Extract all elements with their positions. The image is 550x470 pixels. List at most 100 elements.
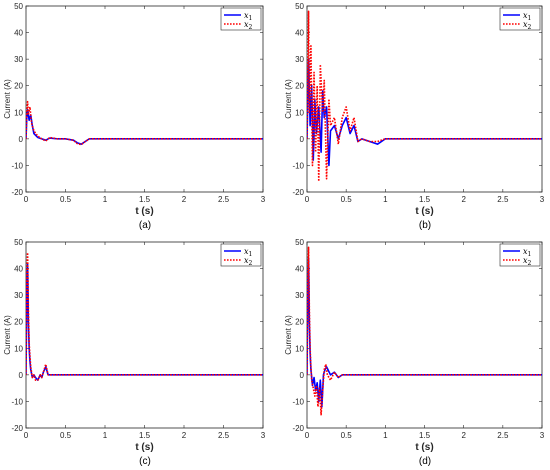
legend-box [220, 243, 262, 267]
legend-box [499, 243, 541, 267]
legend-box [499, 7, 541, 31]
y-tick-label: -10 [292, 397, 304, 406]
x-tick-label: 0 [24, 195, 29, 204]
y-tick-label: 20 [295, 318, 304, 327]
x-tick-label: 0 [24, 431, 29, 440]
x-tick-label: 0.5 [60, 431, 72, 440]
y-axis-label: Current (A) [284, 79, 293, 119]
y-tick-label: 0 [300, 371, 305, 380]
x-tick-label: 0 [305, 195, 310, 204]
panel-caption: (a) [139, 220, 151, 231]
legend-label: x1 [244, 11, 252, 22]
y-tick-label: 10 [295, 108, 304, 117]
y-tick-label: -20 [11, 188, 23, 197]
y-tick-label: 30 [14, 55, 23, 64]
x-axis-label: t (s) [135, 206, 153, 217]
x-tick-label: 1 [103, 431, 108, 440]
x-tick-label: 2.5 [497, 431, 509, 440]
x-tick-label: 3 [261, 195, 266, 204]
legend-label: x1 [523, 247, 531, 258]
x-tick-label: 2 [182, 195, 187, 204]
x-axis-label: t (s) [135, 442, 153, 453]
y-tick-label: 20 [14, 82, 23, 91]
x-tick-label: 2 [461, 195, 466, 204]
chart-panel: 0 0.5 1 1.5 2 2.5 3 -20 -10 0 10 20 30 40 50 t (s) Curre… [284, 238, 545, 467]
x-tick-label: 3 [261, 431, 266, 440]
series-line-x2 [307, 10, 542, 183]
x-tick-label: 2.5 [218, 195, 230, 204]
y-tick-label: -20 [292, 188, 304, 197]
x-tick-label: 1 [103, 195, 108, 204]
x-tick-label: 2 [461, 431, 466, 440]
legend-label: x1 [244, 247, 252, 258]
x-tick-label: 2.5 [218, 431, 230, 440]
plot-area [306, 5, 543, 193]
y-tick-label: 10 [14, 108, 23, 117]
legend-label-subscript: 1 [528, 15, 532, 22]
x-axis-label: t (s) [415, 206, 433, 217]
plot-area [306, 241, 543, 429]
y-tick-label: -10 [11, 161, 23, 170]
y-tick-label: 0 [19, 135, 24, 144]
y-tick-label: 20 [295, 82, 304, 91]
y-tick-label: 50 [295, 238, 304, 247]
legend-label-subscript: 2 [249, 260, 253, 267]
x-tick-label: 1 [383, 195, 388, 204]
x-tick-label: 0.5 [60, 195, 72, 204]
legend-label-subscript: 2 [249, 24, 253, 31]
legend-label-subscript: 2 [528, 260, 532, 267]
y-tick-label: 50 [14, 238, 23, 247]
x-tick-label: 1.5 [419, 195, 431, 204]
y-tick-label: 40 [295, 29, 304, 38]
legend-label-base: x [523, 11, 528, 20]
legend-label-base: x [523, 247, 528, 256]
legend-label-subscript: 1 [249, 15, 253, 22]
legend-label: x1 [523, 11, 531, 22]
y-tick-label: 30 [14, 291, 23, 300]
y-tick-label: -20 [11, 424, 23, 433]
y-axis-label: Current (A) [284, 315, 293, 355]
legend-label-base: x [244, 11, 249, 20]
y-tick-label: 50 [295, 2, 304, 11]
x-tick-label: 0 [305, 431, 310, 440]
legend-label: x2 [244, 20, 253, 31]
legend-label-base: x [523, 20, 528, 29]
legend-label-base: x [244, 20, 249, 29]
panel-caption: (d) [419, 456, 431, 467]
y-tick-label: 10 [14, 344, 23, 353]
y-tick-label: 50 [14, 2, 23, 11]
legend-label-base: x [523, 256, 528, 265]
legend-label-subscript: 1 [249, 251, 253, 258]
x-tick-label: 1 [383, 431, 388, 440]
legend-label: x2 [523, 20, 532, 31]
legend-label: x2 [244, 256, 253, 267]
y-tick-label: -10 [11, 397, 23, 406]
y-tick-label: 20 [14, 318, 23, 327]
panel-caption: (b) [419, 220, 431, 231]
y-tick-label: 40 [14, 265, 23, 274]
y-tick-label: 10 [295, 344, 304, 353]
y-axis-label: Current (A) [3, 315, 12, 355]
y-tick-label: -20 [292, 424, 304, 433]
x-tick-label: 1.5 [419, 431, 431, 440]
legend-label-subscript: 2 [528, 24, 532, 31]
plot-area [25, 241, 264, 429]
x-tick-label: 3 [540, 195, 545, 204]
x-tick-label: 0.5 [341, 431, 353, 440]
panel-caption: (c) [139, 456, 151, 467]
y-tick-label: 30 [295, 291, 304, 300]
series-line-x2 [307, 246, 542, 416]
plot-area [25, 5, 264, 193]
x-tick-label: 1.5 [139, 431, 151, 440]
series-line-x2 [26, 100, 263, 146]
legend-label: x2 [523, 256, 532, 267]
y-tick-label: 40 [14, 29, 23, 38]
y-tick-label: 30 [295, 55, 304, 64]
legend-label-base: x [244, 247, 249, 256]
series-line-x2 [26, 251, 263, 381]
